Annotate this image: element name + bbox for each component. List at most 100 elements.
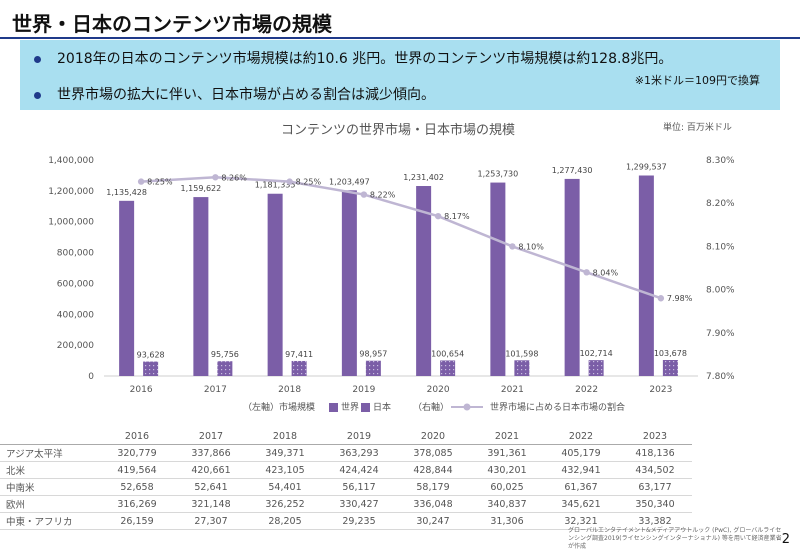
chart-legend: （左軸）市場規模 世界 日本 （右軸） 世界市場に占める日本市場の割合 xyxy=(0,396,800,416)
table-column-header: 2019 xyxy=(346,430,372,442)
x-tick-label: 2023 xyxy=(649,385,672,395)
table-cell: 420,661 xyxy=(191,464,231,476)
legend-world: 世界 xyxy=(341,403,360,413)
bar-world xyxy=(638,175,654,376)
bullet-1-text: 2018年の日本のコンテンツ市場規模は約10.6 兆円。世界のコンテンツ市場規模… xyxy=(57,51,673,67)
table-cell: 391,361 xyxy=(487,447,527,459)
bar-japan xyxy=(143,361,159,376)
table-cell: 29,235 xyxy=(342,515,376,527)
table-row: 北米 419,564 420,661 423,105 424,424 428,844 430… xyxy=(0,462,692,479)
table-cell: 432,941 xyxy=(561,464,601,476)
x-tick-label: 2017 xyxy=(204,385,227,395)
table-row-label: 中南米 xyxy=(6,483,35,494)
share-label: 7.98% xyxy=(667,294,693,303)
bar-japan-label: 102,714 xyxy=(580,349,613,358)
bullet-2: 世界市場の拡大に伴い、日本市場が占める割合は減少傾向。 xyxy=(34,84,435,104)
share-line xyxy=(141,176,662,300)
y-tick-label: 1,200,000 xyxy=(48,187,94,197)
table-column-header: 2017 xyxy=(198,430,224,442)
market-size-chart: コンテンツの世界市場・日本市場の規模 0 200,000 400,000 600,00… xyxy=(48,122,735,395)
bar-world xyxy=(564,178,580,376)
table-header-row: 2016 2017 2018 2019 2020 2021 2022 2023 xyxy=(0,428,692,445)
share-point xyxy=(212,174,219,181)
y2-tick-label: 8.30% xyxy=(706,156,735,166)
table-cell: 316,269 xyxy=(117,498,157,510)
share-label: 8.25% xyxy=(147,178,173,187)
legend-japan-swatch xyxy=(361,403,370,412)
legend-share: 世界市場に占める日本市場の割合 xyxy=(490,403,626,413)
table-cell: 330,427 xyxy=(339,498,379,510)
bar-japan xyxy=(291,360,307,376)
table-cell: 419,564 xyxy=(117,464,157,476)
table-row: アジア太平洋 320,779 337,866 349,371 363,293 378,08… xyxy=(0,445,692,462)
chart-title: コンテンツの世界市場・日本市場の規模 xyxy=(281,122,515,138)
y-tick-label: 800,000 xyxy=(57,249,94,259)
table-cell: 423,105 xyxy=(265,464,305,476)
table-cell: 337,866 xyxy=(191,447,231,459)
unit-label: 単位: 百万米ドル xyxy=(663,123,732,133)
y-tick-label: 1,000,000 xyxy=(48,218,94,228)
bar-japan xyxy=(514,360,530,376)
legend-left-axis: （左軸）市場規模 xyxy=(243,403,316,413)
table-cell: 350,340 xyxy=(635,498,675,510)
bar-world-label: 1,159,622 xyxy=(181,184,222,193)
legend-share-marker xyxy=(451,403,483,411)
bar-japan xyxy=(662,360,678,376)
y2-tick-label: 8.10% xyxy=(706,242,735,252)
table-cell: 52,658 xyxy=(120,481,154,493)
table-row-label: アジア太平洋 xyxy=(6,449,63,460)
bar-world-label: 1,231,402 xyxy=(403,173,444,182)
share-label: 8.25% xyxy=(296,178,322,187)
share-point xyxy=(509,243,516,250)
table-cell: 28,205 xyxy=(268,515,302,527)
table-cell: 326,252 xyxy=(265,498,305,510)
y-tick-label: 1,400,000 xyxy=(48,156,94,166)
share-label: 8.04% xyxy=(593,268,619,277)
x-tick-label: 2022 xyxy=(575,385,598,395)
bar-world xyxy=(490,182,506,376)
table-cell: 378,085 xyxy=(413,447,453,459)
page-title: 世界・日本のコンテンツ市場の規模 xyxy=(12,12,332,36)
table-cell: 63,177 xyxy=(638,481,672,493)
y2-tick-label: 7.80% xyxy=(706,372,735,382)
table-column-header: 2016 xyxy=(124,430,150,442)
table-cell: 345,621 xyxy=(561,498,601,510)
y-tick-label: 600,000 xyxy=(57,279,94,289)
table-cell: 58,179 xyxy=(416,481,450,493)
x-tick-label: 2019 xyxy=(352,385,375,395)
table-column-header: 2023 xyxy=(642,430,668,442)
share-point xyxy=(583,269,590,276)
title-rule xyxy=(0,37,800,39)
bar-japan-label: 95,756 xyxy=(211,350,239,359)
share-point xyxy=(360,191,368,198)
table-cell: 31,306 xyxy=(490,515,524,527)
share-point xyxy=(286,178,293,185)
bar-japan-label: 98,957 xyxy=(359,350,387,359)
bar-world-label: 1,299,537 xyxy=(626,163,667,172)
bar-japan xyxy=(365,360,381,376)
table-cell: 54,401 xyxy=(268,481,302,493)
legend-world-swatch xyxy=(329,403,338,412)
y-tick-label: 0 xyxy=(88,372,94,382)
y2-tick-label: 8.00% xyxy=(706,286,735,296)
legend-right-axis: （右軸） xyxy=(413,403,450,413)
y2-tick-label: 8.20% xyxy=(706,199,735,209)
table-column-header: 2022 xyxy=(568,430,594,442)
x-tick-label: 2020 xyxy=(427,385,450,395)
x-tick-label: 2021 xyxy=(501,385,524,395)
table-cell: 405,179 xyxy=(561,447,601,459)
table-cell: 321,148 xyxy=(191,498,231,510)
bar-world-label: 1,181,335 xyxy=(255,181,296,190)
table-cell: 60,025 xyxy=(490,481,524,493)
bar-japan-label: 100,654 xyxy=(431,349,464,358)
legend-japan: 日本 xyxy=(373,403,392,413)
y2-tick-label: 7.90% xyxy=(706,329,735,339)
share-label: 8.17% xyxy=(444,212,470,221)
y-tick-label: 400,000 xyxy=(57,310,94,320)
table-row: 欧州 316,269 321,148 326,252 330,427 336,048 340… xyxy=(0,496,692,513)
exchange-rate-note: ※1米ドル＝109円で換算 xyxy=(634,74,760,87)
table-cell: 26,159 xyxy=(120,515,154,527)
bar-world-label: 1,253,730 xyxy=(478,170,519,179)
bullet-2-text: 世界市場の拡大に伴い、日本市場が占める割合は減少傾向。 xyxy=(57,87,435,103)
bullet-dot xyxy=(34,91,41,99)
